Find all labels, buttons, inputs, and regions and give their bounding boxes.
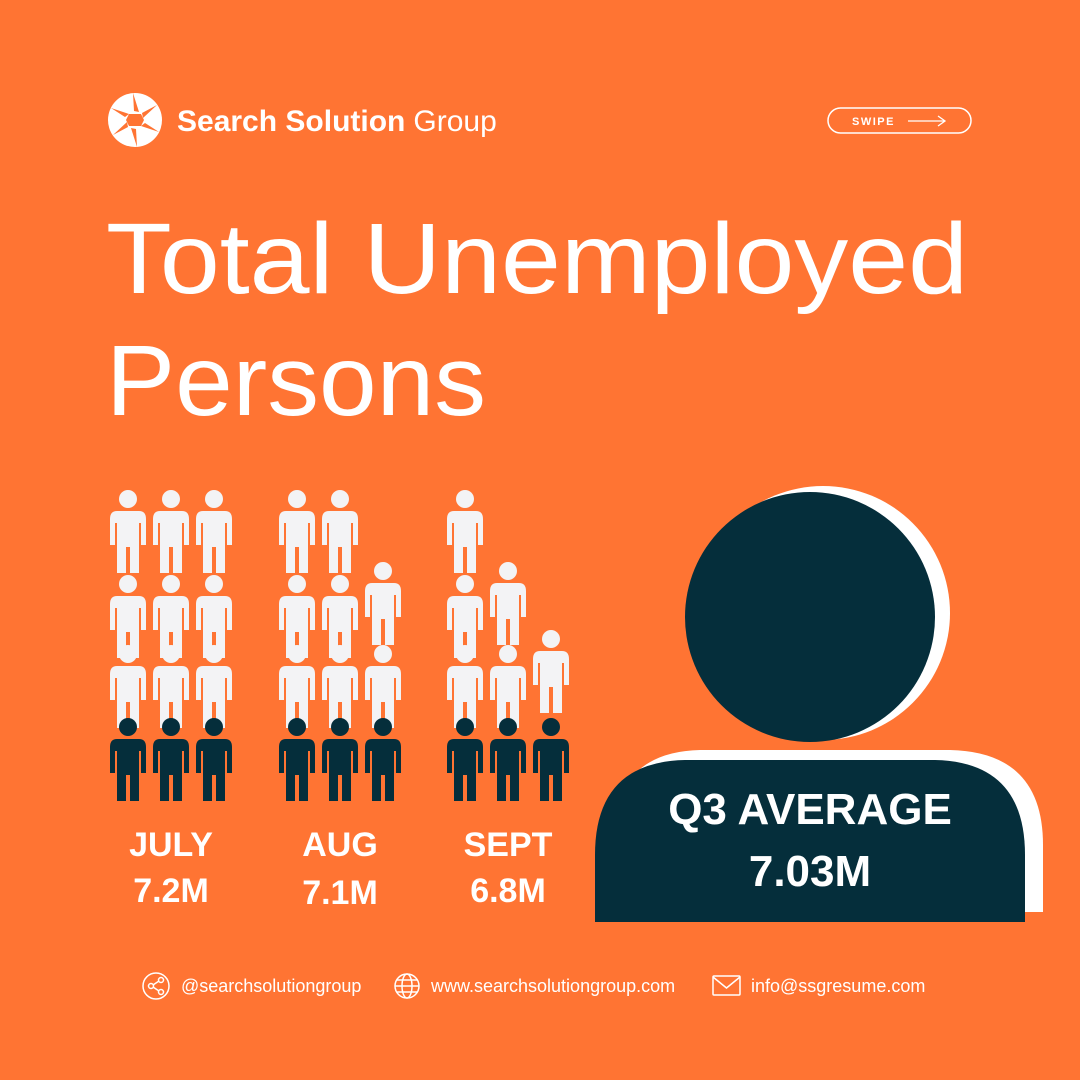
person-icon	[322, 718, 358, 801]
person-icon	[365, 718, 401, 801]
person-icon	[447, 645, 483, 728]
person-icon	[153, 718, 189, 801]
swipe-label: SWIPE	[852, 116, 895, 128]
logo-icon	[108, 93, 162, 147]
swipe-pill[interactable]	[827, 107, 972, 134]
person-icon	[196, 718, 232, 801]
globe-icon	[394, 973, 420, 999]
person-icon	[279, 490, 315, 573]
person-icon	[490, 562, 526, 645]
month-value: 7.2M	[133, 872, 209, 910]
person-icon	[279, 718, 315, 801]
person-icon	[447, 575, 483, 658]
footer-social[interactable]: @searchsolutiongroup	[181, 976, 361, 996]
person-icon	[196, 645, 232, 728]
person-icon	[490, 718, 526, 801]
brand-name: Search Solution Group	[177, 105, 497, 138]
person-icon	[533, 630, 569, 713]
person-icon	[196, 490, 232, 573]
person-icon	[110, 718, 146, 801]
person-icon	[365, 645, 401, 728]
footer-email[interactable]: info@ssgresume.com	[751, 976, 925, 996]
title-line: Persons	[106, 325, 486, 437]
person-icon	[196, 575, 232, 658]
person-icon	[279, 575, 315, 658]
month-label: JULY	[129, 826, 213, 864]
person-icon	[447, 718, 483, 801]
person-icon	[153, 575, 189, 658]
month-label: AUG	[302, 826, 378, 864]
average-label: Q3 AVERAGE	[668, 785, 952, 834]
person-icon	[365, 562, 401, 645]
mail-icon	[712, 975, 741, 996]
person-icon	[110, 645, 146, 728]
footer-website[interactable]: www.searchsolutiongroup.com	[430, 976, 675, 996]
person-icon	[322, 575, 358, 658]
person-icon	[490, 645, 526, 728]
share-icon	[142, 972, 170, 1000]
person-icon	[110, 575, 146, 658]
person-icon	[153, 490, 189, 573]
person-icon	[322, 490, 358, 573]
month-value: 7.1M	[302, 874, 378, 912]
pictogram	[110, 490, 569, 801]
person-icon	[153, 645, 189, 728]
person-icon	[322, 645, 358, 728]
avatar-body	[595, 760, 1025, 922]
swipe-arrow	[908, 115, 947, 127]
month-value: 6.8M	[470, 872, 546, 910]
person-icon	[110, 490, 146, 573]
person-icon	[279, 645, 315, 728]
person-icon	[533, 718, 569, 801]
title-line: Total Unemployed	[106, 203, 968, 315]
avatar-head	[685, 492, 935, 742]
month-label: SEPT	[464, 826, 553, 864]
person-icon	[447, 490, 483, 573]
average-value: 7.03M	[749, 847, 871, 896]
brand-bold: Search Solution	[177, 105, 405, 138]
brand-regular: Group	[413, 105, 496, 138]
